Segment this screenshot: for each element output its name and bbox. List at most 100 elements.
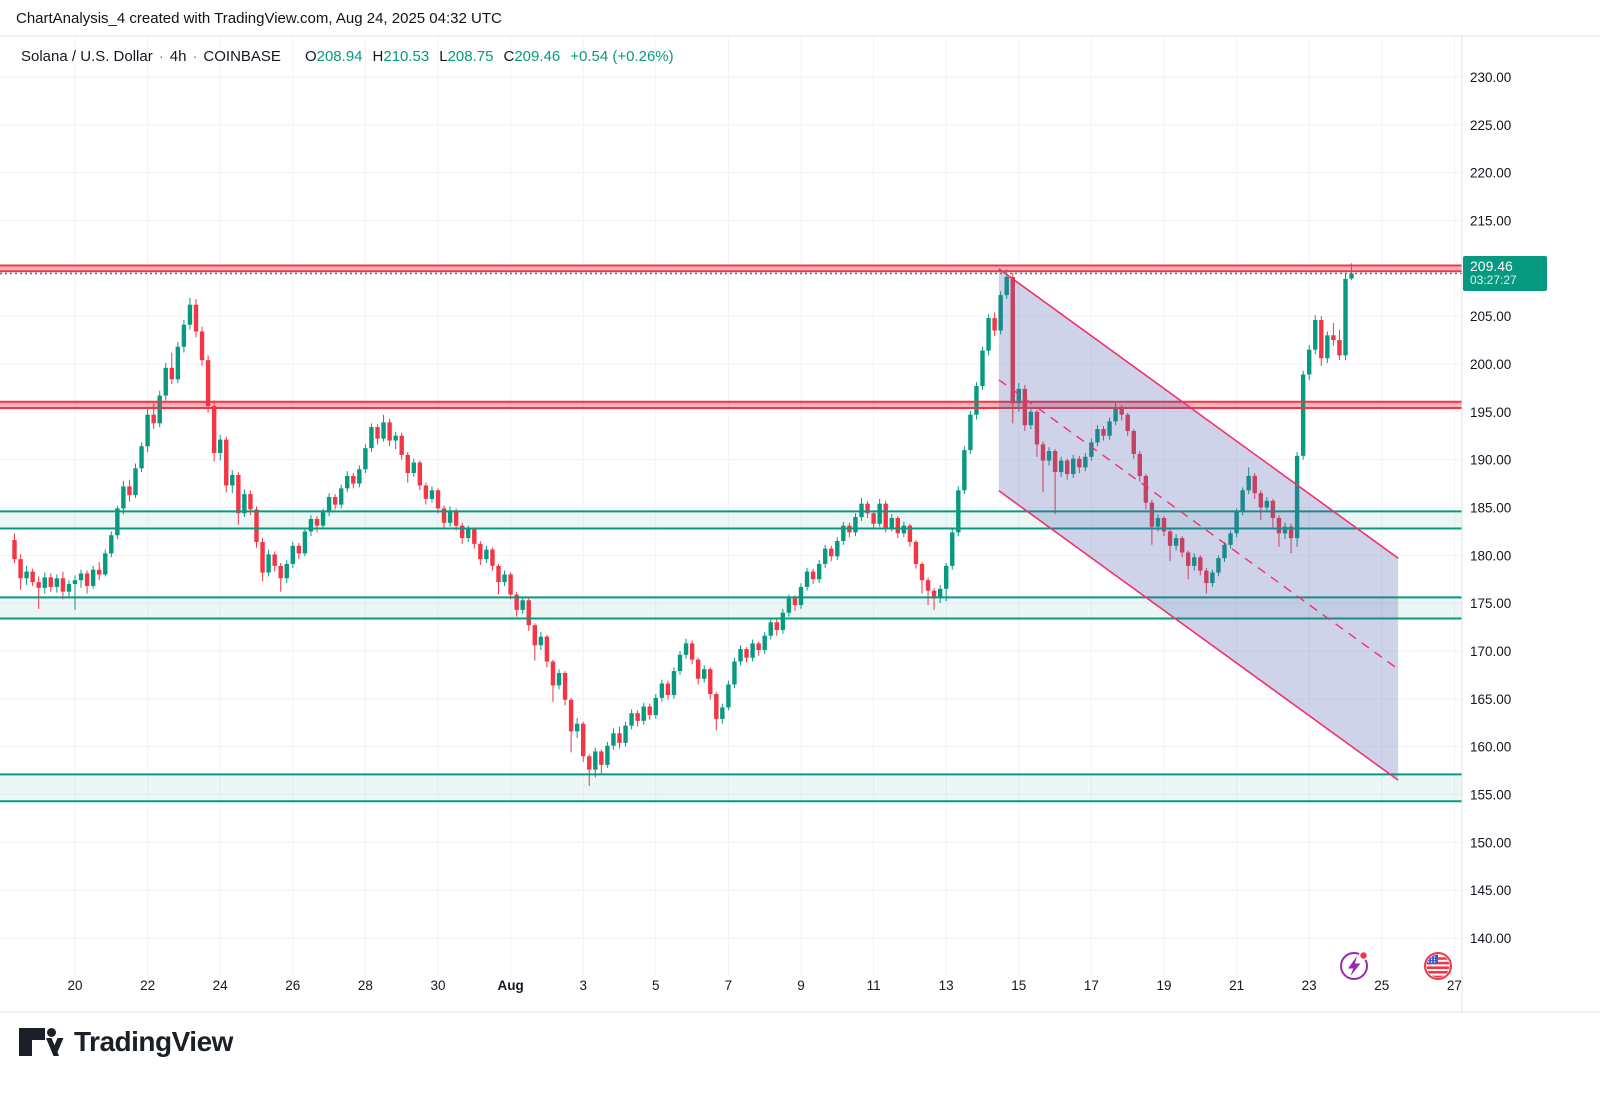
descending-channel[interactable] bbox=[998, 268, 1399, 781]
candle bbox=[1119, 408, 1124, 415]
candle bbox=[974, 386, 979, 415]
candle bbox=[36, 582, 41, 588]
last-price-badge[interactable]: 209.46 03:27:27 bbox=[1463, 256, 1547, 291]
price-axis-label: 150.00 bbox=[1470, 835, 1511, 850]
candle bbox=[466, 529, 471, 539]
close-label: C bbox=[503, 48, 515, 65]
price-axis-label: 140.00 bbox=[1470, 931, 1511, 946]
candle bbox=[919, 563, 925, 581]
channel-upper-line[interactable] bbox=[998, 268, 1399, 559]
candle bbox=[193, 304, 199, 332]
candle bbox=[429, 490, 435, 499]
candle bbox=[254, 509, 259, 542]
candle bbox=[447, 510, 453, 523]
us-flag-icon[interactable] bbox=[1424, 952, 1452, 980]
time-axis-label: Aug bbox=[497, 978, 523, 993]
candle bbox=[502, 574, 507, 583]
candle bbox=[641, 706, 646, 721]
close-value: 209.46 bbox=[514, 48, 561, 65]
candle bbox=[768, 622, 773, 636]
price-axis-label: 170.00 bbox=[1470, 644, 1511, 659]
candle bbox=[151, 414, 156, 424]
candle bbox=[66, 584, 72, 592]
candle bbox=[1071, 458, 1076, 475]
candle bbox=[931, 590, 937, 599]
exchange-label[interactable]: COINBASE bbox=[203, 48, 281, 65]
candle bbox=[720, 707, 725, 719]
price-axis-label: 225.00 bbox=[1470, 118, 1511, 133]
candle bbox=[1004, 276, 1009, 296]
candle bbox=[532, 625, 537, 646]
candle bbox=[1234, 511, 1239, 534]
price-axis-label: 220.00 bbox=[1470, 166, 1511, 181]
support-resistance-lines[interactable] bbox=[0, 264, 1462, 803]
candle bbox=[635, 713, 640, 721]
candle bbox=[211, 406, 217, 453]
symbol-legend[interactable]: Solana / U.S. Dollar · 4h · COINBASE O208.94 H… bbox=[21, 48, 674, 65]
time-axis-label: 26 bbox=[285, 978, 300, 993]
candle bbox=[145, 414, 150, 447]
candle bbox=[756, 643, 761, 651]
candle bbox=[1228, 533, 1233, 545]
candle bbox=[1276, 518, 1282, 534]
candle bbox=[907, 525, 913, 542]
candle bbox=[1034, 411, 1040, 445]
candle bbox=[1192, 557, 1197, 566]
candle bbox=[702, 669, 707, 679]
time-axis-label: 24 bbox=[213, 978, 229, 993]
candle bbox=[1343, 278, 1348, 356]
candle bbox=[1077, 458, 1082, 468]
candle bbox=[1046, 451, 1052, 461]
price-axis-label: 185.00 bbox=[1470, 501, 1511, 516]
interval-label[interactable]: 4h bbox=[169, 48, 187, 65]
candle bbox=[823, 548, 828, 564]
candle bbox=[944, 565, 949, 589]
candle bbox=[484, 549, 489, 560]
candle bbox=[732, 661, 737, 685]
candle bbox=[18, 559, 23, 579]
tradingview-logo[interactable]: TradingView bbox=[18, 1026, 233, 1058]
candle bbox=[937, 588, 943, 599]
candle bbox=[363, 448, 368, 470]
candle bbox=[205, 360, 211, 407]
candle bbox=[913, 541, 919, 564]
candle bbox=[853, 517, 858, 533]
candle bbox=[78, 573, 84, 581]
channel-median-line[interactable] bbox=[998, 379, 1399, 670]
time-axis-label: 28 bbox=[358, 978, 373, 993]
candle bbox=[1252, 475, 1257, 494]
candle bbox=[611, 733, 616, 746]
candle bbox=[1282, 526, 1288, 534]
time-axis[interactable]: 20 22 24 26 28 30 Aug 3 5 7 9 11 13 15 17 19 21 23 25 27 bbox=[67, 978, 1461, 993]
candle bbox=[1143, 475, 1149, 503]
candle bbox=[302, 531, 308, 554]
channel-lower-line[interactable] bbox=[998, 490, 1399, 781]
candle bbox=[514, 594, 519, 610]
candle bbox=[587, 756, 592, 770]
open-value: 208.94 bbox=[316, 48, 363, 65]
time-axis-label: 27 bbox=[1447, 978, 1462, 993]
candle bbox=[72, 580, 78, 585]
candle bbox=[1186, 552, 1191, 566]
candle bbox=[1016, 388, 1021, 404]
candle bbox=[1216, 558, 1221, 573]
candle bbox=[332, 496, 338, 505]
symbol-name[interactable]: Solana / U.S. Dollar bbox=[21, 48, 153, 65]
candle bbox=[157, 395, 162, 424]
flash-event-icon[interactable] bbox=[1340, 950, 1369, 980]
candle bbox=[1065, 460, 1070, 475]
candle bbox=[556, 673, 562, 686]
time-axis-label: 30 bbox=[430, 978, 445, 993]
time-axis-label: 25 bbox=[1374, 978, 1389, 993]
tradingview-logo-text: TradingView bbox=[74, 1026, 233, 1057]
candle bbox=[581, 723, 586, 757]
price-axis[interactable]: 230.00 225.00 220.00 215.00 205.00 200.00 195.… bbox=[1470, 70, 1511, 946]
candle bbox=[1095, 429, 1100, 443]
candle bbox=[381, 422, 386, 439]
candle bbox=[835, 540, 840, 557]
candle bbox=[895, 518, 900, 534]
candle bbox=[109, 535, 114, 554]
price-axis-label: 200.00 bbox=[1470, 357, 1511, 372]
candle bbox=[841, 525, 846, 541]
